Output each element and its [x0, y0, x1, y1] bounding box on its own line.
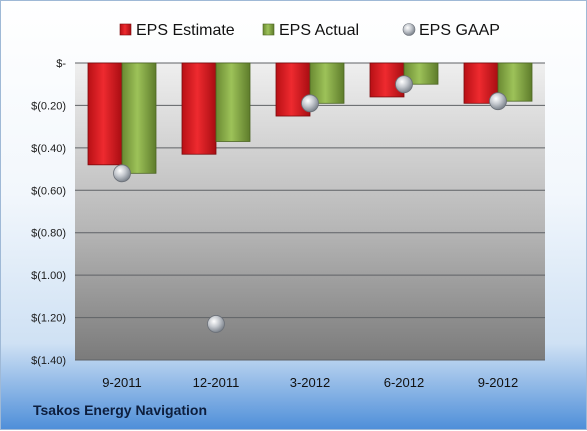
- y-tick-label: $(0.20): [31, 100, 66, 112]
- bar-eps-actual: [121, 62, 157, 174]
- legend-label: EPS Actual: [279, 22, 359, 39]
- legend-swatch: [402, 23, 416, 36]
- marker-eps-gaap: [301, 94, 319, 113]
- x-tick-label: 12-2011: [193, 375, 240, 390]
- y-tick-label: $(0.60): [31, 185, 66, 197]
- legend: EPS Estimate EPS Actual EPS GAAP: [119, 22, 500, 39]
- x-axis-ticks: 9-2011 12-2011 3-2012 6-2012 9-2012: [102, 375, 518, 390]
- marker-eps-gaap: [489, 92, 507, 111]
- x-tick-label: 9-2011: [102, 375, 142, 390]
- y-tick-label: $(0.40): [31, 143, 66, 155]
- legend-label: EPS GAAP: [419, 22, 500, 39]
- legend-swatch: [119, 23, 132, 36]
- bars: [87, 62, 533, 174]
- x-tick-label: 3-2012: [290, 375, 330, 390]
- bar-eps-actual: [215, 62, 251, 142]
- legend-label: EPS Estimate: [136, 22, 235, 39]
- y-tick-label: $(0.80): [31, 228, 66, 240]
- marker-eps-gaap: [113, 164, 131, 183]
- bar-eps-estimate: [87, 62, 123, 166]
- bar-eps-actual: [403, 62, 439, 85]
- marker-eps-gaap: [207, 315, 225, 333]
- marker-eps-gaap: [395, 75, 413, 94]
- x-tick-label: 9-2012: [478, 375, 518, 390]
- y-tick-label: $(1.40): [31, 355, 66, 367]
- legend-swatch: [262, 23, 275, 36]
- company-name: Tsakos Energy Navigation: [33, 402, 208, 418]
- y-tick-label: $(1.20): [31, 313, 66, 325]
- y-axis-ticks: $- $(0.20) $(0.40) $(0.60) $(0.80) $(1.00) $(1…: [31, 58, 66, 367]
- y-tick-label: $-: [56, 58, 66, 70]
- bar-eps-estimate: [181, 62, 217, 155]
- gaap-markers: [113, 75, 507, 333]
- y-tick-label: $(1.00): [31, 270, 66, 282]
- x-tick-label: 6-2012: [384, 375, 424, 390]
